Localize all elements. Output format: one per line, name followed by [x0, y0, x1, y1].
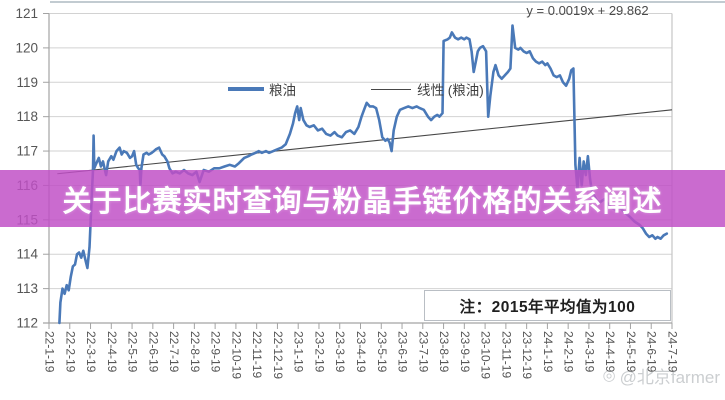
weibo-eye-icon: ◎	[602, 367, 616, 384]
y-axis-label: 114	[16, 247, 38, 262]
banner-title: 关于比赛实时查询与粉晶手链价格的关系阐述	[62, 185, 663, 218]
x-axis-label: 22-9-19	[209, 331, 223, 373]
x-axis-label: 22-5-19	[126, 331, 140, 373]
x-axis-label: 24-3-19	[582, 331, 596, 373]
x-axis-label: 23-3-19	[333, 331, 347, 373]
x-axis-label: 22-11-19	[250, 331, 264, 378]
x-axis-label: 23-6-19	[396, 331, 410, 373]
x-axis-label: 23-1-19	[292, 331, 306, 373]
y-axis-label: 118	[16, 109, 38, 124]
x-axis-label: 22-4-19	[105, 331, 119, 373]
trend-line-swatch	[371, 88, 411, 90]
trend-line	[57, 109, 673, 175]
x-axis-label: 24-7-19	[666, 331, 680, 373]
y-axis-label: 121	[15, 6, 38, 21]
x-axis-label: 22-1-19	[43, 331, 57, 373]
note-box: 注：2015年平均值为100	[424, 290, 671, 321]
top-border-line	[50, 1, 725, 3]
x-axis-label: 23-9-19	[458, 331, 472, 373]
x-axis-label: 23-4-19	[354, 331, 368, 373]
x-axis-label: 22-6-19	[146, 331, 160, 373]
x-axis-label: 24-2-19	[562, 331, 576, 373]
x-axis-label: 22-12-19	[271, 331, 285, 379]
note-text: 注：2015年平均值为100	[459, 298, 636, 316]
y-axis-label: 113	[16, 281, 38, 296]
y-axis-label: 117	[16, 144, 38, 159]
watermark-text: @北京farmer	[619, 368, 720, 387]
x-axis-label: 23-7-19	[416, 331, 430, 373]
x-axis-label: 24-4-19	[603, 331, 617, 373]
x-axis-label: 22-10-19	[229, 331, 243, 379]
legend-item-trend: 线性 (粮油)	[371, 79, 484, 99]
chart-legend: 粮油 线性 (粮油)	[228, 79, 484, 99]
y-axis-label: 112	[16, 316, 38, 331]
x-axis-label: 23-12-19	[520, 331, 534, 379]
trendline-equation: y = 0.0019x + 29.862	[526, 3, 649, 18]
overlay-banner: 关于比赛实时查询与粉晶手链价格的关系阐述	[0, 170, 725, 227]
legend-label-trend: 线性 (粮油)	[417, 83, 484, 98]
x-axis-label: 24-6-19	[645, 331, 659, 373]
series-line	[58, 24, 669, 325]
x-axis-label: 22-3-19	[84, 331, 98, 373]
x-axis-label: 23-10-19	[479, 331, 493, 379]
x-axis-label: 24-1-19	[541, 331, 555, 373]
watermark: ◎ @北京farmer	[603, 363, 720, 388]
y-axis-label: 119	[16, 75, 38, 90]
legend-item-series: 粮油	[228, 79, 296, 99]
x-axis-label: 23-5-19	[375, 331, 389, 373]
x-axis-label: 22-7-19	[167, 331, 181, 373]
x-axis-label: 23-2-19	[312, 331, 326, 373]
x-axis-label: 22-2-19	[63, 331, 77, 373]
series-line-swatch	[228, 87, 264, 91]
x-axis-label: 22-8-19	[188, 331, 202, 373]
x-axis-label: 24-5-19	[624, 331, 638, 373]
x-axis-label: 23-11-19	[499, 331, 513, 378]
x-axis-label: 23-8-19	[437, 331, 451, 373]
y-axis-label: 120	[15, 40, 38, 55]
legend-label-series: 粮油	[269, 83, 296, 98]
